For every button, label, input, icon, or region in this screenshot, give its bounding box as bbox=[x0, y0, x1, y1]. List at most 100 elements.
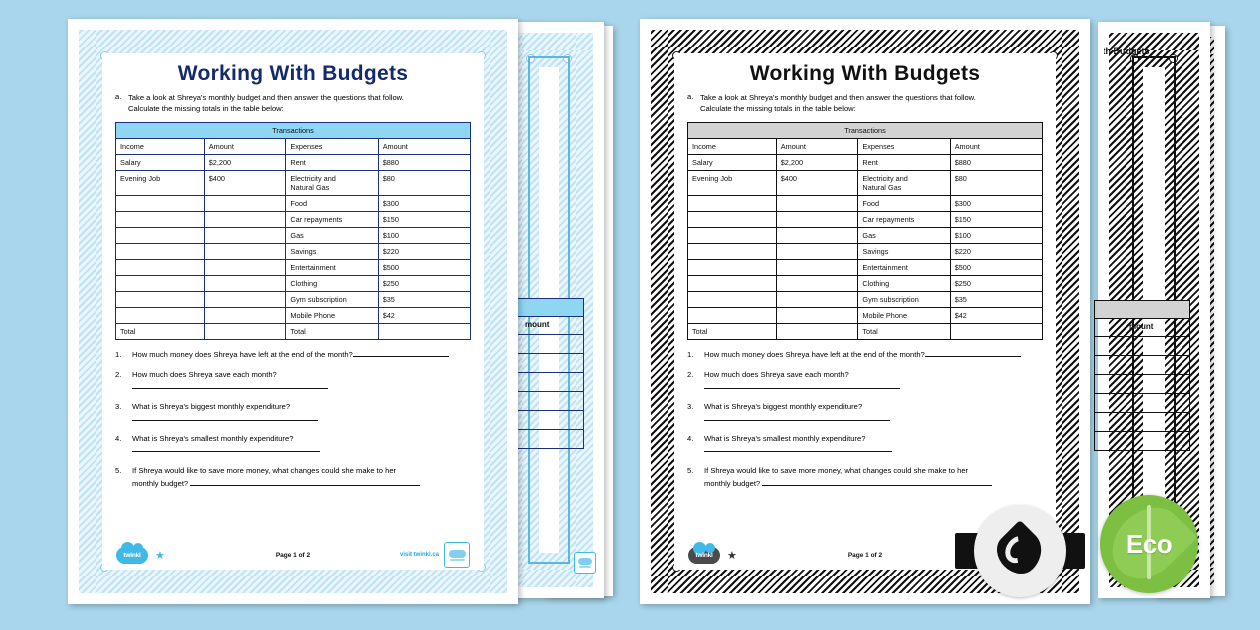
page-number: Page 1 of 2 bbox=[275, 551, 311, 559]
table-cell-blank[interactable] bbox=[203, 323, 287, 340]
question-number: 3. bbox=[115, 402, 122, 412]
table-cell-blank[interactable] bbox=[775, 291, 859, 308]
table-row: Evening Job $400 Electricity and Natural Ga… bbox=[687, 170, 1044, 196]
table-cell: $150 bbox=[949, 211, 1044, 228]
table-cell-blank[interactable] bbox=[687, 227, 777, 244]
table-cell: Electricity and Natural Gas bbox=[285, 170, 379, 196]
star-icon: ★ bbox=[727, 549, 737, 562]
table-cell-blank[interactable] bbox=[115, 195, 205, 212]
table-cell-blank[interactable] bbox=[687, 259, 777, 276]
table-cell-blank[interactable] bbox=[775, 259, 859, 276]
table-cell-blank[interactable] bbox=[203, 195, 287, 212]
table-cell: $400 bbox=[203, 170, 287, 196]
table-row: Gym subscription $35 bbox=[687, 291, 1044, 308]
table-header-row: Income Amount Expenses Amount bbox=[687, 138, 1044, 155]
table-cell-blank[interactable] bbox=[687, 275, 777, 292]
table-cell-blank[interactable] bbox=[203, 227, 287, 244]
table-cell: Rent bbox=[285, 154, 379, 171]
table-cell-blank[interactable] bbox=[775, 243, 859, 260]
answer-line[interactable] bbox=[190, 480, 421, 487]
eco-label: Eco bbox=[1125, 528, 1173, 559]
table-caption-row: Transactions bbox=[115, 122, 471, 139]
table-cell-blank[interactable] bbox=[115, 211, 205, 228]
question-item: 1. How much money does Shreya have left a… bbox=[687, 349, 1043, 360]
question-item: 3. What is Shreya's biggest monthly expen… bbox=[687, 401, 1043, 424]
table-cell: Gym subscription bbox=[285, 291, 379, 308]
table-cell-blank[interactable] bbox=[687, 291, 777, 308]
answer-line[interactable] bbox=[704, 446, 892, 453]
table-cell-blank[interactable] bbox=[687, 211, 777, 228]
twinkl-logo-icon[interactable]: twinkl bbox=[116, 541, 148, 564]
table-cell-blank[interactable] bbox=[949, 323, 1044, 340]
table-cell-blank[interactable] bbox=[203, 259, 287, 276]
table-cell: $42 bbox=[377, 307, 472, 324]
budget-table-blackwhite[interactable]: Transactions Income Amount Expenses Amou… bbox=[687, 122, 1044, 340]
table-cell-blank[interactable] bbox=[115, 227, 205, 244]
table-cell-blank[interactable] bbox=[687, 243, 777, 260]
table-cell: $220 bbox=[949, 243, 1044, 260]
corner-dot-icon bbox=[1169, 54, 1178, 63]
question-text: If Shreya would like to save more money,… bbox=[132, 465, 397, 475]
question-text-continued: monthly budget? bbox=[132, 479, 191, 489]
star-icon: ★ bbox=[155, 549, 165, 562]
table-cell: $100 bbox=[377, 227, 472, 244]
worksheet-blackwhite[interactable]: Working With Budgets a. Take a look at S… bbox=[640, 19, 1090, 604]
col-expenses: Expenses bbox=[285, 138, 379, 155]
table-cell-blank[interactable] bbox=[203, 275, 287, 292]
table-cell-blank[interactable] bbox=[775, 211, 859, 228]
budget-table-color[interactable]: Transactions Income Amount Expenses Amou… bbox=[115, 122, 472, 340]
twinkl-logo-text: twinkl bbox=[695, 551, 713, 559]
table-cell-blank[interactable] bbox=[775, 323, 859, 340]
table-cell-blank[interactable] bbox=[203, 211, 287, 228]
answer-line[interactable] bbox=[132, 446, 320, 453]
answer-line[interactable] bbox=[924, 351, 1021, 357]
budget-table-body: Salary $2,200 Rent $880 Evening Job $400 Elect… bbox=[687, 154, 1044, 340]
badge-line bbox=[449, 558, 465, 561]
twinkl-logo-icon[interactable]: twinkl bbox=[688, 541, 720, 564]
answer-line[interactable] bbox=[704, 414, 890, 421]
table-cell: $300 bbox=[377, 195, 472, 212]
budget-table-body: Salary $2,200 Rent $880 Evening Job $400 Elect… bbox=[115, 154, 472, 340]
table-cell-blank[interactable] bbox=[203, 291, 287, 308]
table-cell-blank[interactable] bbox=[115, 259, 205, 276]
visit-website-link[interactable]: visit twinkl.ca bbox=[399, 552, 439, 558]
table-cell: $80 bbox=[377, 170, 472, 196]
table-header-row: Income Amount Expenses Amount bbox=[115, 138, 472, 155]
ink-drop-badge[interactable] bbox=[974, 505, 1066, 597]
question-item: 4. What is Shreya's smallest monthly expe… bbox=[115, 433, 471, 456]
table-cell-blank[interactable] bbox=[775, 195, 859, 212]
worksheet-color[interactable]: Working With Budgets a. Take a look at S… bbox=[68, 19, 518, 604]
instruction-line-1: Take a look at Shreya's monthly budget a… bbox=[128, 93, 404, 102]
table-cell-blank[interactable] bbox=[377, 323, 472, 340]
question-number: 2. bbox=[687, 370, 694, 380]
badge-line bbox=[579, 566, 591, 568]
table-cell-blank[interactable] bbox=[775, 307, 859, 324]
question-number: 3. bbox=[687, 402, 694, 412]
table-cell-blank[interactable] bbox=[115, 243, 205, 260]
answer-line[interactable] bbox=[132, 414, 318, 421]
table-cell-blank[interactable] bbox=[115, 275, 205, 292]
answer-line[interactable] bbox=[762, 480, 993, 487]
table-cell-blank[interactable] bbox=[203, 243, 287, 260]
col-expense-amount: Amount bbox=[949, 138, 1044, 155]
table-cell: Evening Job bbox=[115, 170, 205, 196]
table-cell-blank[interactable] bbox=[687, 307, 777, 324]
table-caption-row: Transactions bbox=[687, 122, 1043, 139]
answer-line[interactable] bbox=[132, 382, 328, 389]
question-text: How much money does Shreya have left at … bbox=[704, 350, 925, 359]
table-row: Mobile Phone $42 bbox=[115, 307, 472, 324]
table-cell-blank[interactable] bbox=[687, 195, 777, 212]
table-cell: Total bbox=[115, 323, 205, 340]
answer-line[interactable] bbox=[704, 382, 900, 389]
eco-badge[interactable]: Eco bbox=[1100, 495, 1198, 593]
table-cell: Food bbox=[285, 195, 379, 212]
col-expense-amount: Amount bbox=[377, 138, 472, 155]
table-cell-blank[interactable] bbox=[115, 307, 205, 324]
table-cell: Total bbox=[857, 323, 951, 340]
table-cell-blank[interactable] bbox=[203, 307, 287, 324]
answer-line[interactable] bbox=[352, 351, 449, 357]
table-row: Car repayments $150 bbox=[115, 211, 472, 228]
table-cell-blank[interactable] bbox=[115, 291, 205, 308]
table-cell-blank[interactable] bbox=[775, 275, 859, 292]
table-cell-blank[interactable] bbox=[775, 227, 859, 244]
